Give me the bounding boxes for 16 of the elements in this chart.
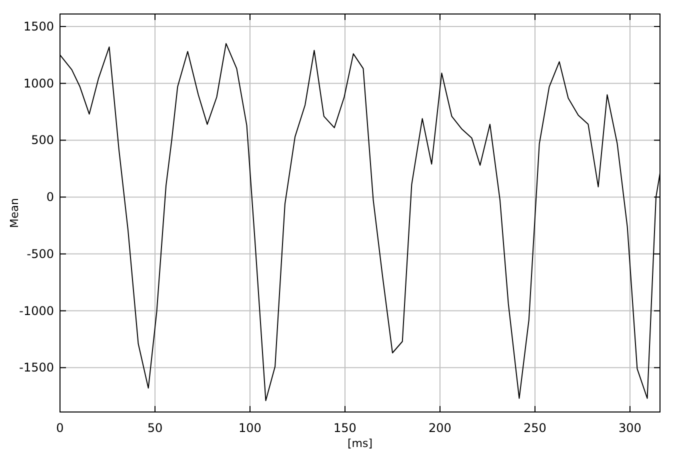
x-tick-label: 150 [334, 421, 356, 435]
x-tick-label: 250 [524, 421, 546, 435]
y-tick-label: 1000 [23, 76, 54, 90]
x-tick-label: 300 [618, 421, 642, 435]
x-tick-label: 50 [147, 421, 163, 435]
y-tick-label: 500 [31, 133, 54, 148]
y-tick-label: -500 [26, 246, 54, 261]
y-tick-label: -1500 [19, 360, 54, 375]
x-tick-label: 0 [56, 421, 64, 435]
x-tick-label: 100 [238, 421, 262, 435]
y-axis-title: Mean [8, 198, 21, 228]
x-tick-label: 200 [428, 421, 452, 435]
x-axis-title: [ms] [347, 437, 373, 450]
y-tick-label: 0 [46, 190, 54, 204]
y-tick-label: -1000 [19, 304, 54, 318]
y-tick-label: 1500 [23, 20, 54, 34]
